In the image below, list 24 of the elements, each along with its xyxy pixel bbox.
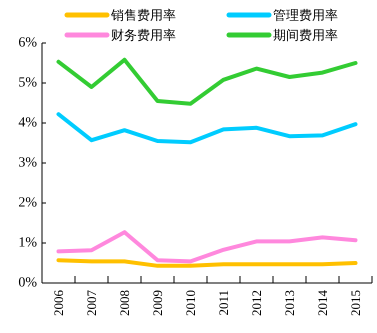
y-tick-label: 0% <box>18 276 38 290</box>
legend-label: 销售费用率 <box>110 8 176 22</box>
x-tick-label: 2006 <box>51 290 66 316</box>
x-tick-label: 2007 <box>84 290 99 316</box>
y-tick-label: 1% <box>18 236 38 250</box>
x-tick-label: 2010 <box>183 290 198 316</box>
x-tick-label: 2011 <box>216 290 231 316</box>
y-tick-label: 3% <box>18 156 38 170</box>
line-series <box>56 230 358 264</box>
y-tick-label: 4% <box>18 116 38 130</box>
line-series <box>56 112 358 144</box>
x-tick-label: 2013 <box>282 290 297 316</box>
legend-label: 期间费用率 <box>273 28 338 42</box>
legend-label: 财务费用率 <box>111 28 176 42</box>
x-tick-label: 2012 <box>249 290 264 316</box>
x-tick-label: 2008 <box>117 290 132 316</box>
y-tick-label: 6% <box>18 36 38 50</box>
legend-label: 管理费用率 <box>273 8 338 22</box>
x-tick-label: 2015 <box>348 290 363 316</box>
x-tick-label: 2014 <box>315 290 330 316</box>
x-tick-label: 2009 <box>150 290 165 316</box>
line-series <box>56 58 358 106</box>
y-tick-label: 5% <box>18 76 38 90</box>
y-tick-label: 2% <box>18 196 38 210</box>
